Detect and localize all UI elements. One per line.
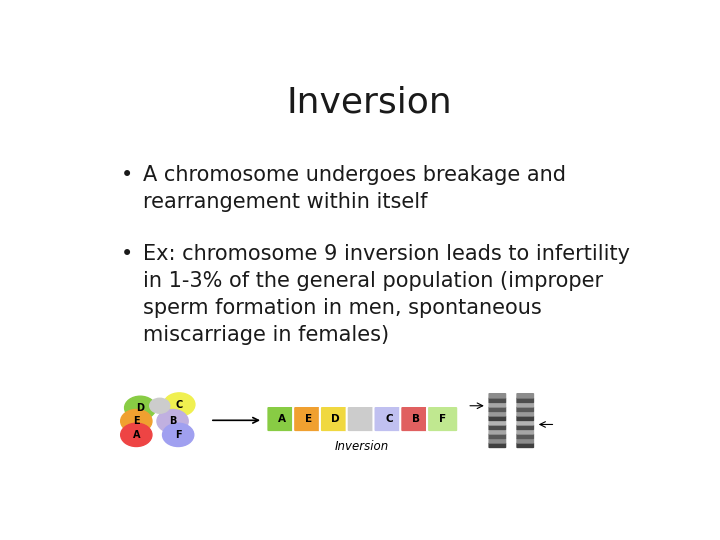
Text: •: • bbox=[121, 244, 133, 264]
Text: C: C bbox=[176, 400, 183, 409]
FancyBboxPatch shape bbox=[374, 406, 405, 432]
Circle shape bbox=[121, 409, 152, 433]
Text: D: D bbox=[136, 403, 144, 413]
FancyBboxPatch shape bbox=[516, 393, 534, 399]
FancyBboxPatch shape bbox=[516, 424, 534, 430]
FancyBboxPatch shape bbox=[400, 406, 431, 432]
Circle shape bbox=[163, 393, 195, 416]
FancyBboxPatch shape bbox=[488, 443, 506, 448]
FancyBboxPatch shape bbox=[488, 434, 506, 439]
FancyBboxPatch shape bbox=[427, 406, 459, 432]
FancyBboxPatch shape bbox=[266, 406, 297, 432]
Circle shape bbox=[125, 396, 156, 420]
Text: B: B bbox=[412, 414, 420, 424]
Text: Ex: chromosome 9 inversion leads to infertility: Ex: chromosome 9 inversion leads to infe… bbox=[143, 244, 630, 264]
Text: D: D bbox=[331, 414, 340, 424]
Circle shape bbox=[157, 409, 188, 433]
Text: rearrangement within itself: rearrangement within itself bbox=[143, 192, 428, 212]
Text: F: F bbox=[439, 414, 446, 424]
FancyBboxPatch shape bbox=[320, 406, 351, 432]
FancyBboxPatch shape bbox=[516, 443, 534, 448]
FancyBboxPatch shape bbox=[516, 411, 534, 417]
Text: E: E bbox=[305, 414, 312, 424]
FancyBboxPatch shape bbox=[516, 415, 534, 421]
Text: •: • bbox=[121, 165, 133, 185]
Text: A: A bbox=[132, 430, 140, 440]
FancyBboxPatch shape bbox=[516, 420, 534, 426]
Text: Inversion: Inversion bbox=[336, 440, 390, 453]
Text: A: A bbox=[278, 414, 286, 424]
FancyBboxPatch shape bbox=[516, 429, 534, 435]
FancyBboxPatch shape bbox=[516, 434, 534, 439]
Text: E: E bbox=[133, 416, 140, 426]
FancyBboxPatch shape bbox=[488, 420, 506, 426]
FancyBboxPatch shape bbox=[488, 438, 506, 444]
FancyBboxPatch shape bbox=[488, 429, 506, 435]
FancyBboxPatch shape bbox=[488, 402, 506, 408]
FancyBboxPatch shape bbox=[516, 407, 534, 412]
FancyBboxPatch shape bbox=[488, 407, 506, 412]
FancyBboxPatch shape bbox=[293, 406, 324, 432]
FancyBboxPatch shape bbox=[516, 438, 534, 444]
FancyBboxPatch shape bbox=[488, 393, 506, 399]
FancyBboxPatch shape bbox=[488, 411, 506, 417]
FancyBboxPatch shape bbox=[516, 397, 534, 403]
Text: C: C bbox=[385, 414, 393, 424]
Text: A chromosome undergoes breakage and: A chromosome undergoes breakage and bbox=[143, 165, 566, 185]
FancyBboxPatch shape bbox=[488, 415, 506, 421]
Circle shape bbox=[163, 423, 194, 447]
Text: sperm formation in men, spontaneous: sperm formation in men, spontaneous bbox=[143, 298, 541, 318]
FancyBboxPatch shape bbox=[516, 402, 534, 408]
FancyBboxPatch shape bbox=[488, 397, 506, 403]
FancyBboxPatch shape bbox=[488, 424, 506, 430]
Text: B: B bbox=[169, 416, 176, 426]
Circle shape bbox=[150, 399, 170, 413]
Circle shape bbox=[121, 423, 152, 447]
FancyBboxPatch shape bbox=[347, 406, 378, 432]
Text: in 1-3% of the general population (improper: in 1-3% of the general population (impro… bbox=[143, 271, 603, 291]
Text: Inversion: Inversion bbox=[286, 85, 452, 119]
Text: F: F bbox=[175, 430, 181, 440]
Text: miscarriage in females): miscarriage in females) bbox=[143, 325, 389, 345]
